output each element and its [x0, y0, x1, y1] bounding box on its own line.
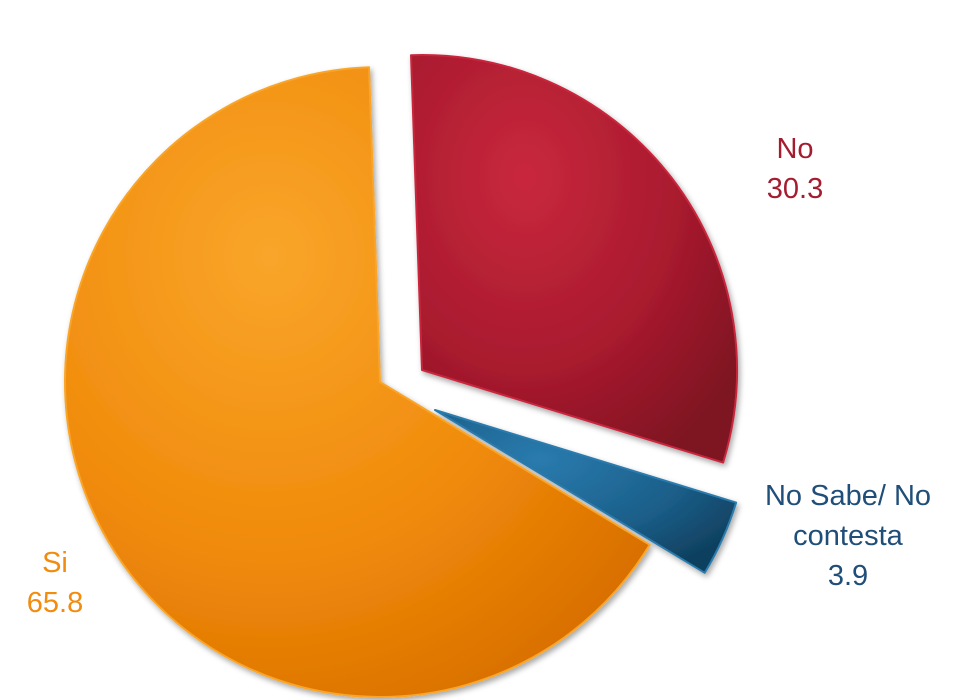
pie-slices [64, 54, 738, 698]
pie-slice-no-sabe-no-contesta [434, 409, 738, 574]
pie-label-no-sabe-no-contesta: No Sabe/ No contesta 3.9 [765, 480, 931, 592]
pie-label-category: No Sabe/ No [765, 480, 931, 512]
pie-slice-si [64, 66, 651, 698]
pie-label-no: No 30.3 [767, 133, 823, 205]
pie-label-value: 65.8 [27, 587, 83, 619]
pie-labels: No 30.3 No Sabe/ No contesta 3.9 Si 65.8 [27, 133, 931, 619]
pie-label-si: Si 65.8 [27, 547, 83, 619]
pie-label-value: 30.3 [767, 173, 823, 205]
pie-label-value: 3.9 [828, 560, 868, 592]
pie-slice-no [410, 54, 738, 464]
pie-label-category: Si [42, 547, 68, 579]
pie-label-category: No [776, 133, 813, 165]
pie-label-category: contesta [793, 520, 903, 552]
